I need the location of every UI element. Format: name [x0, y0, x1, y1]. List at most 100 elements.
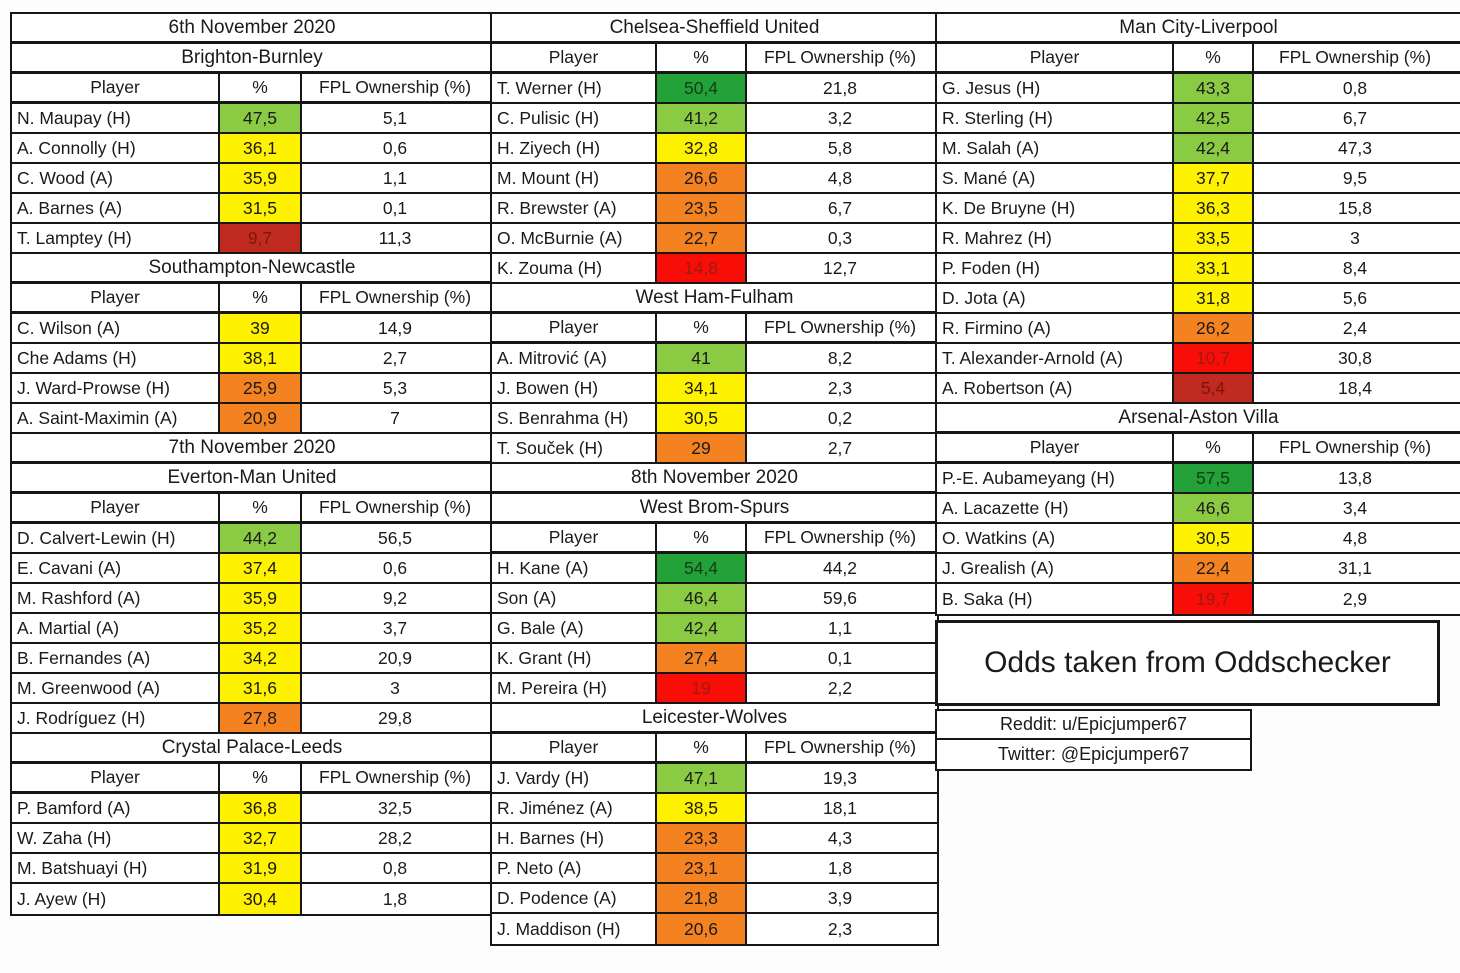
player-column-header: Player	[492, 314, 657, 341]
player-name-cell: M. Salah (A)	[937, 134, 1174, 162]
ownership-cell: 0,6	[382, 557, 408, 578]
percent-cell: 36,3	[1174, 194, 1254, 222]
player-name-cell: T. Werner (H)	[492, 74, 657, 102]
player-row: H. Ziyech (H) 32,8 5,8	[492, 134, 937, 164]
fixture-header: Man City-Liverpool	[1119, 16, 1278, 38]
percent-cell: 31,8	[1174, 284, 1254, 312]
percent-column-header: %	[657, 44, 747, 71]
player-name-cell: T. Lamptey (H)	[12, 224, 220, 252]
player-row: S. Benrahma (H) 30,5 0,2	[492, 404, 937, 434]
ownership-cell: 8,4	[1342, 257, 1368, 278]
ownership-cell: 18,1	[822, 797, 858, 818]
player-row: B. Saka (H) 19,7 2,9	[937, 584, 1460, 614]
column-header-row: Player% FPL Ownership (%)	[492, 44, 937, 74]
ownership-cell: 2,4	[1342, 317, 1368, 338]
player-row: K. De Bruyne (H) 36,3 15,8	[937, 194, 1460, 224]
ownership-column-header: FPL Ownership (%)	[318, 767, 472, 787]
percent-cell: 19	[657, 674, 747, 702]
ownership-cell: 13,8	[1337, 467, 1373, 488]
percent-cell: 38,1	[220, 344, 302, 372]
player-row: C. Pulisic (H) 41,2 3,2	[492, 104, 937, 134]
player-row: A. Robertson (A) 5,4 18,4	[937, 374, 1460, 404]
player-name-cell: B. Fernandes (A)	[12, 644, 220, 672]
ownership-cell: 5,3	[382, 377, 408, 398]
player-row: P. Bamford (A) 36,8 32,5	[12, 794, 492, 824]
player-row: J. Vardy (H) 47,1 19,3	[492, 764, 937, 794]
player-name-cell: G. Jesus (H)	[937, 74, 1174, 102]
player-name-cell: J. Vardy (H)	[492, 764, 657, 792]
ownership-cell: 3,4	[1342, 497, 1368, 518]
percent-cell: 50,4	[657, 74, 747, 102]
player-name-cell: R. Jiménez (A)	[492, 794, 657, 822]
player-row: M. Pereira (H) 19 2,2	[492, 674, 937, 704]
percent-cell: 32,7	[220, 824, 302, 852]
ownership-column-header: FPL Ownership (%)	[318, 497, 472, 517]
fixture-header: Brighton-Burnley	[181, 46, 323, 68]
ownership-cell: 2,9	[1342, 588, 1368, 609]
ownership-cell: 4,3	[827, 827, 853, 848]
player-name-cell: R. Sterling (H)	[937, 104, 1174, 132]
column-header-row: Player% FPL Ownership (%)	[12, 284, 492, 314]
fixture-header-row: Brighton-Burnley	[12, 44, 492, 74]
date-header-row: 8th November 2020	[492, 464, 937, 494]
player-row: J. Maddison (H) 20,6 2,3	[492, 914, 937, 944]
percent-cell: 22,4	[1174, 554, 1254, 582]
percent-column-header: %	[220, 74, 302, 101]
player-name-cell: C. Pulisic (H)	[492, 104, 657, 132]
percent-cell: 33,5	[1174, 224, 1254, 252]
column-header-row: Player% FPL Ownership (%)	[937, 434, 1460, 464]
fixture-header: Everton-Man United	[167, 466, 337, 488]
date-header: 8th November 2020	[631, 466, 798, 488]
player-row: A. Mitrović (A) 41 8,2	[492, 344, 937, 374]
percent-column-header: %	[220, 494, 302, 521]
percent-cell: 34,1	[657, 374, 747, 402]
ownership-cell: 4,8	[827, 167, 853, 188]
player-name-cell: O. Watkins (A)	[937, 524, 1174, 552]
player-row: O. Watkins (A) 30,5 4,8	[937, 524, 1460, 554]
percent-cell: 22,7	[657, 224, 747, 252]
player-name-cell: M. Pereira (H)	[492, 674, 657, 702]
ownership-cell: 3	[390, 677, 400, 698]
player-column-header: Player	[12, 764, 220, 791]
player-row: E. Cavani (A) 37,4 0,6	[12, 554, 492, 584]
percent-cell: 47,1	[657, 764, 747, 792]
player-name-cell: K. Zouma (H)	[492, 254, 657, 282]
player-row: C. Wilson (A) 39 14,9	[12, 314, 492, 344]
player-name-cell: P. Bamford (A)	[12, 794, 220, 822]
percent-cell: 23,3	[657, 824, 747, 852]
ownership-cell: 14,9	[377, 317, 413, 338]
fixture-header-row: Man City-Liverpool	[937, 14, 1460, 44]
odds-table-column-middle: Chelsea-Sheffield United Player% FPL Owner…	[490, 12, 939, 946]
ownership-cell: 56,5	[377, 527, 413, 548]
player-row: J. Rodríguez (H) 27,8 29,8	[12, 704, 492, 734]
percent-cell: 35,2	[220, 614, 302, 642]
player-row: A. Martial (A) 35,2 3,7	[12, 614, 492, 644]
player-row: A. Connolly (H) 36,1 0,6	[12, 134, 492, 164]
odds-table-column-right: Man City-Liverpool Player% FPL Ownership (…	[935, 12, 1460, 616]
percent-cell: 36,1	[220, 134, 302, 162]
percent-cell: 47,5	[220, 104, 302, 132]
percent-cell: 27,8	[220, 704, 302, 732]
percent-cell: 44,2	[220, 524, 302, 552]
ownership-cell: 29,8	[377, 707, 413, 728]
player-row: R. Jiménez (A) 38,5 18,1	[492, 794, 937, 824]
date-header: 6th November 2020	[168, 16, 336, 38]
ownership-column-header: FPL Ownership (%)	[763, 527, 917, 547]
percent-cell: 46,4	[657, 584, 747, 612]
column-header-row: Player% FPL Ownership (%)	[492, 734, 937, 764]
percent-cell: 57,5	[1174, 464, 1254, 492]
date-header: 7th November 2020	[168, 436, 336, 458]
fixture-header: Arsenal-Aston Villa	[1118, 406, 1279, 428]
player-name-cell: M. Rashford (A)	[12, 584, 220, 612]
player-row: R. Brewster (A) 23,5 6,7	[492, 194, 937, 224]
player-name-cell: C. Wilson (A)	[12, 314, 220, 342]
ownership-cell: 1,1	[827, 617, 853, 638]
percent-cell: 35,9	[220, 584, 302, 612]
percent-cell: 14,8	[657, 254, 747, 282]
player-name-cell: A. Robertson (A)	[937, 374, 1174, 402]
percent-cell: 43,3	[1174, 74, 1254, 102]
ownership-cell: 6,7	[1342, 107, 1368, 128]
percent-cell: 23,5	[657, 194, 747, 222]
percent-cell: 41	[657, 344, 747, 372]
fixture-header-row: West Ham-Fulham	[492, 284, 937, 314]
